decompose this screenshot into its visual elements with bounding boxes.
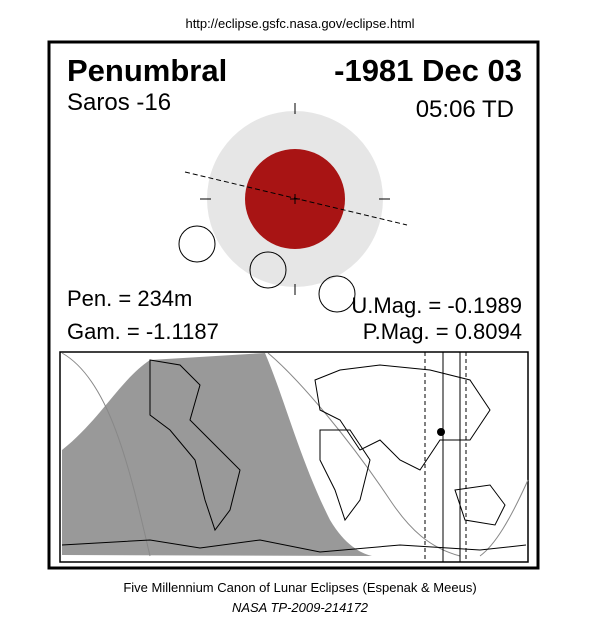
moon <box>178 225 216 263</box>
penumbral-magnitude: P.Mag. = 0.8094 <box>363 319 522 344</box>
eclipse-type: Penumbral <box>67 53 227 88</box>
eclipse-date: -1981 Dec 03 <box>334 53 522 88</box>
pen-duration: Pen. = 234m <box>67 286 192 311</box>
source-url: http://eclipse.gsfc.nasa.gov/eclipse.htm… <box>185 16 414 31</box>
footer-ref: NASA TP-2009-214172 <box>232 600 369 615</box>
saros: Saros -16 <box>67 89 171 116</box>
umbral-magnitude: U.Mag. = -0.1989 <box>351 293 522 318</box>
gamma: Gam. = -1.1187 <box>67 319 219 344</box>
world-map <box>59 351 529 563</box>
time: 05:06 TD <box>416 96 514 123</box>
eclipse-geometry <box>178 103 408 313</box>
moon-path <box>184 171 408 226</box>
moon <box>249 251 287 289</box>
footer-title: Five Millennium Canon of Lunar Eclipses … <box>123 580 476 595</box>
moon <box>318 275 356 313</box>
